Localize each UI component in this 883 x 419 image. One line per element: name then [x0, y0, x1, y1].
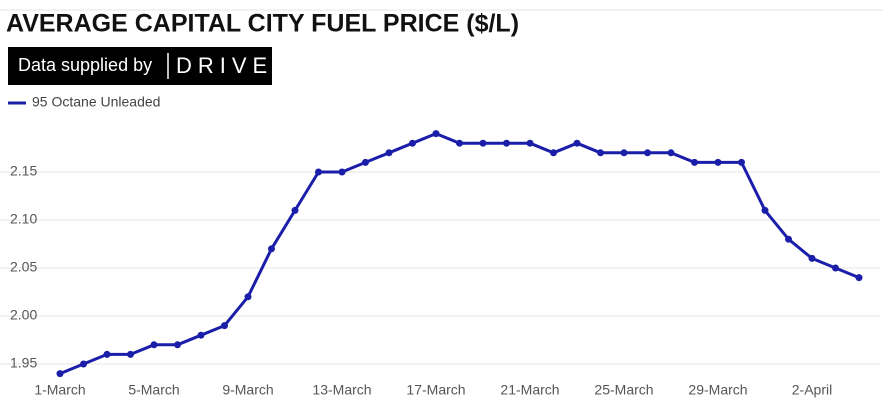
data-point [550, 149, 557, 157]
data-point [432, 130, 440, 138]
data-point [80, 360, 87, 368]
x-tick-label: 2-April [792, 382, 832, 398]
data-point [150, 341, 158, 349]
data-point [597, 149, 604, 157]
y-tick-label: 2.10 [10, 211, 37, 227]
y-tick-label: 2.15 [10, 163, 37, 179]
data-point [667, 149, 675, 157]
x-tick-label: 17-March [406, 382, 465, 398]
data-point [221, 322, 228, 330]
x-tick-label: 1-March [34, 382, 85, 398]
series-line [59, 132, 860, 375]
data-point [644, 149, 651, 157]
data-point [573, 139, 581, 147]
data-point [761, 206, 769, 214]
x-tick-label: 9-March [222, 382, 273, 398]
data-point [691, 158, 698, 166]
data-point [832, 264, 839, 272]
x-tick-label: 29-March [688, 382, 747, 398]
data-point [808, 254, 816, 262]
data-point [738, 158, 745, 166]
data-point [338, 168, 346, 176]
y-tick-label: 1.95 [10, 355, 37, 371]
data-point [362, 158, 369, 166]
data-point [244, 293, 252, 301]
data-point [503, 139, 510, 147]
data-point [855, 274, 863, 282]
data-point [785, 235, 792, 243]
data-point [385, 149, 393, 157]
data-point [456, 139, 463, 147]
x-tick-label: 21-March [500, 382, 559, 398]
data-point [315, 168, 322, 176]
data-point [56, 370, 64, 378]
data-point [127, 350, 134, 358]
data-point [620, 149, 628, 157]
data-point [197, 331, 205, 339]
data-point [409, 139, 416, 147]
data-point [103, 350, 111, 358]
data-point [479, 139, 487, 147]
x-tick-label: 13-March [312, 382, 371, 398]
x-tick-label: 25-March [594, 382, 653, 398]
data-point [268, 245, 275, 253]
data-point [526, 139, 534, 147]
source-logo: DRIVE [176, 53, 273, 78]
data-point [714, 158, 722, 166]
data-point [291, 206, 299, 214]
y-tick-label: 2.00 [10, 307, 37, 323]
chart-title: AVERAGE CAPITAL CITY FUEL PRICE ($/L) [6, 10, 519, 38]
legend-label: 95 Octane Unleaded [32, 94, 160, 110]
y-tick-label: 2.05 [10, 259, 37, 275]
source-badge [8, 47, 272, 85]
x-tick-label: 5-March [128, 382, 179, 398]
data-point [174, 341, 181, 349]
source-label: Data supplied by [18, 55, 152, 75]
